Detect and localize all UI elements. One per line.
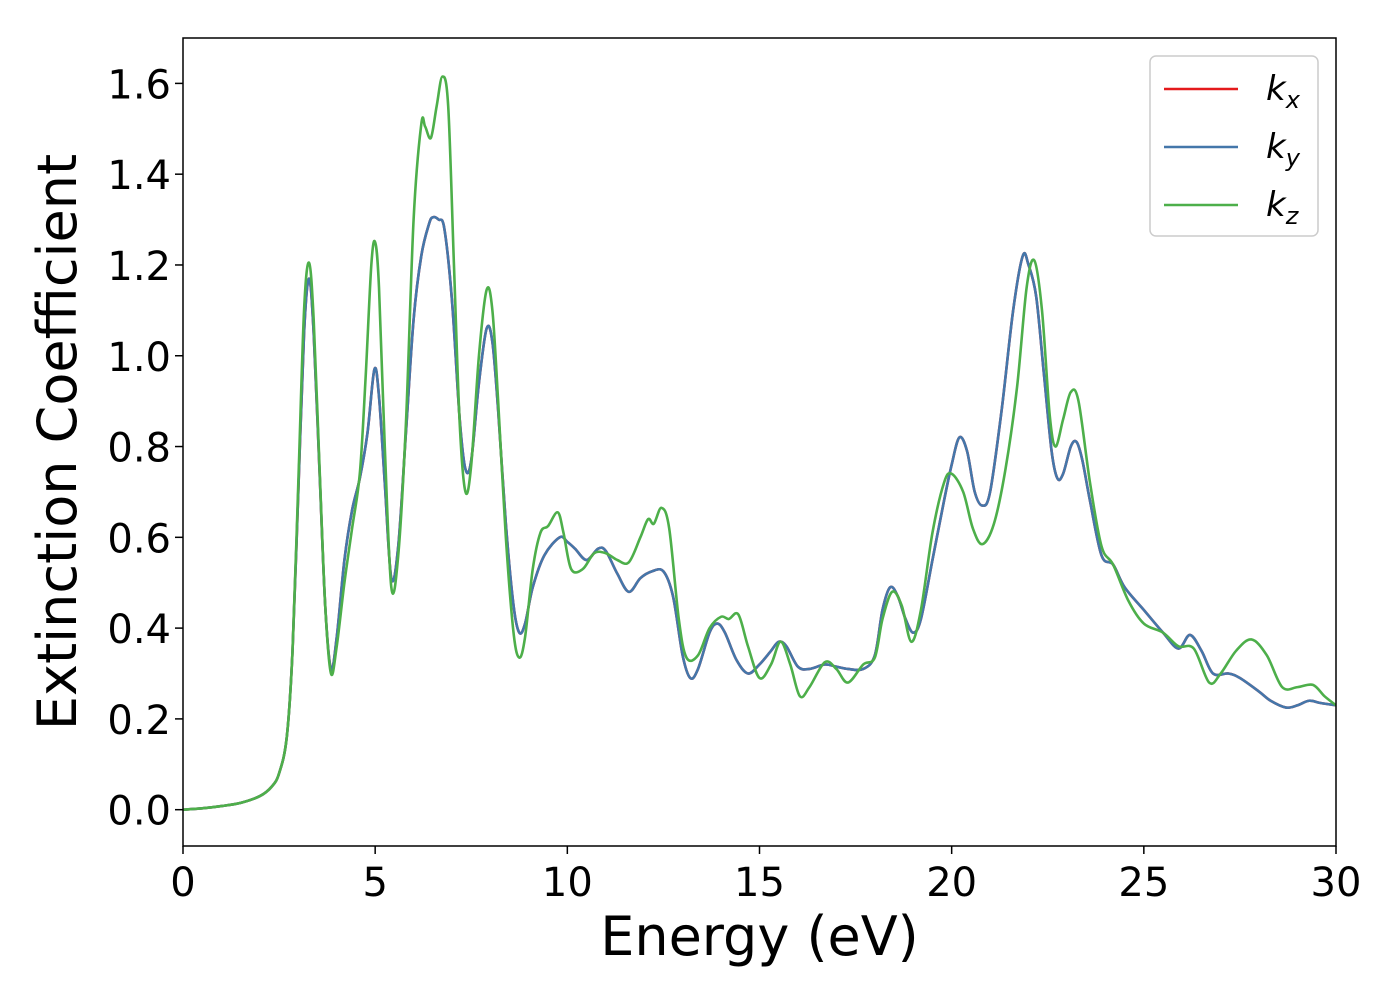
- y-tick-label: 1.0: [107, 335, 171, 381]
- x-tick-label: 5: [362, 860, 387, 906]
- x-tick-label: 0: [170, 860, 195, 906]
- y-tick-label: 1.6: [107, 62, 171, 108]
- series-line-z: [183, 75, 1336, 811]
- y-tick-label: 1.2: [107, 244, 171, 290]
- y-axis-title: Extinction Coefficient: [26, 154, 89, 730]
- legend-label-z: kz: [1266, 185, 1300, 230]
- y-tick-label: 0.8: [107, 426, 171, 472]
- series-line-x: [183, 215, 1336, 811]
- x-tick-label: 20: [926, 860, 977, 906]
- y-tick-label: 0.4: [107, 607, 171, 653]
- x-tick-label: 25: [1118, 860, 1169, 906]
- legend: kx ky kz: [1149, 55, 1319, 237]
- series-line-y: [183, 215, 1336, 811]
- x-tick-label: 10: [542, 860, 593, 906]
- legend-label-x: kx: [1266, 69, 1301, 114]
- y-tick-label: 1.4: [107, 153, 171, 199]
- x-tick-label: 30: [1311, 860, 1362, 906]
- y-tick-label: 0.0: [107, 789, 171, 835]
- y-tick-label: 0.6: [107, 516, 171, 562]
- x-tick-label: 15: [734, 860, 785, 906]
- y-tick-label: 0.2: [107, 698, 171, 744]
- x-axis-title: Energy (eV): [600, 905, 919, 968]
- legend-label-y: ky: [1266, 127, 1301, 172]
